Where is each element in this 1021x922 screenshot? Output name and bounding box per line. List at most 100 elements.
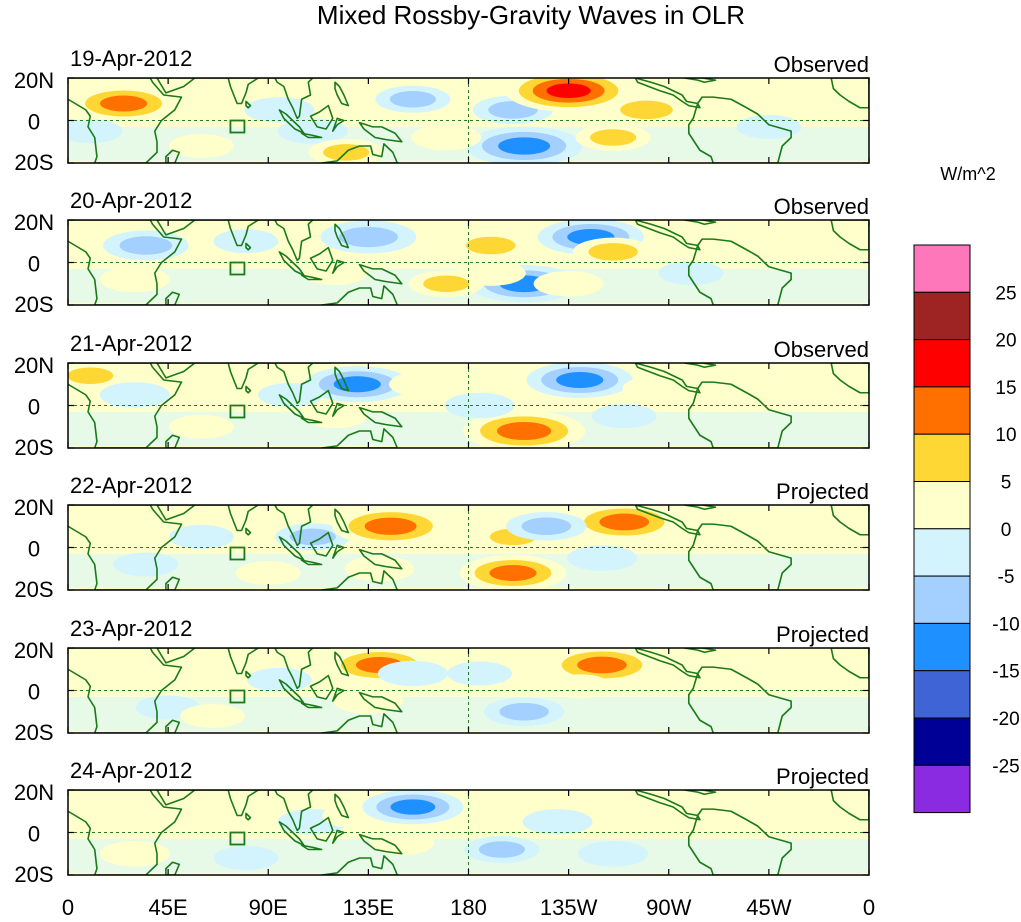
coastline-arabia-india xyxy=(156,363,332,405)
anomaly-blob xyxy=(338,226,398,248)
coastline-sulawesi xyxy=(331,259,345,274)
y-tick-label: 20N xyxy=(14,210,54,235)
olr-field xyxy=(68,790,869,875)
anomaly-blob xyxy=(489,565,537,581)
anomaly-blob xyxy=(521,517,572,536)
colorbar-swatch xyxy=(913,528,971,577)
coastline-java xyxy=(300,559,323,566)
panel-4: 20N 0 20S 22-Apr-2012 Projected xyxy=(14,473,870,602)
colorbar-label: W/m^2 xyxy=(940,164,995,184)
coastline-west-africa xyxy=(830,78,869,109)
coastline-australia xyxy=(320,570,399,590)
anomaly-blob xyxy=(364,517,417,535)
coastline-madagascar xyxy=(165,149,181,163)
colorbar-swatch xyxy=(913,717,971,766)
y-tick-label: 0 xyxy=(28,537,40,562)
panel-date: 23-Apr-2012 xyxy=(70,616,192,641)
coastline-sulawesi xyxy=(331,402,345,417)
y-tick-label: 0 xyxy=(28,680,40,705)
coastline-java xyxy=(300,417,323,424)
coastline-borneo xyxy=(309,816,334,842)
colorbar-swatch xyxy=(913,339,971,388)
colorbar-tick-label: 5 xyxy=(1001,473,1012,494)
coastline-sulawesi xyxy=(331,687,345,702)
anomaly-blob xyxy=(369,831,435,856)
colorbar-swatch xyxy=(913,670,971,719)
olr-field xyxy=(68,363,869,448)
coastline-philippines xyxy=(334,366,350,392)
colorbar-tick-label: -10 xyxy=(992,614,1019,635)
anomaly-blob xyxy=(498,137,551,155)
coastline-west-africa xyxy=(830,505,869,536)
coastline-caribbean xyxy=(683,648,717,654)
anomaly-blob xyxy=(68,119,123,144)
anomaly-blob xyxy=(599,513,650,531)
colorbar-swatch xyxy=(913,481,971,530)
anomaly-blob xyxy=(444,392,515,419)
coastline-madagascar xyxy=(165,291,181,305)
y-tick-label: 20S xyxy=(14,720,53,745)
y-tick-label: 0 xyxy=(28,395,40,420)
anomaly-blob xyxy=(658,261,724,286)
coastline-west-africa xyxy=(830,220,869,251)
anomaly-blob xyxy=(588,243,638,261)
colorbar-swatch xyxy=(913,386,971,435)
anomaly-blob xyxy=(499,702,549,721)
coastline-png xyxy=(358,691,403,713)
anomaly-blob xyxy=(447,661,513,686)
anomaly-blob xyxy=(180,704,246,728)
x-tick-label: 0 xyxy=(863,895,875,920)
x-tick-label: 45W xyxy=(746,895,791,920)
coastline-png xyxy=(358,263,403,285)
olr-field xyxy=(68,648,869,733)
chart-title: Mixed Rossby-Gravity Waves in OLR xyxy=(317,0,745,30)
panel-6: 20N 0 20S 24-Apr-2012 Projected xyxy=(14,758,870,887)
olr-field xyxy=(68,505,869,590)
x-tick-label: 90E xyxy=(249,895,288,920)
coastline-philippines xyxy=(334,793,350,819)
coastline-caribbean xyxy=(683,78,717,84)
anomaly-blob xyxy=(556,372,604,388)
coastline-arabia-india xyxy=(156,790,332,832)
anomaly-blob xyxy=(620,100,673,120)
coastline-africa xyxy=(68,790,183,875)
panel-date: 19-Apr-2012 xyxy=(70,46,192,71)
x-tick-label: 0 xyxy=(62,895,74,920)
coastline-africa xyxy=(68,220,183,305)
anomaly-blob xyxy=(169,134,234,158)
y-tick-label: 20S xyxy=(14,577,53,602)
colorbar-swatch xyxy=(913,291,971,341)
panel-status: Observed xyxy=(774,194,869,219)
colorbar-tick-label: 25 xyxy=(995,283,1016,304)
coastline-java xyxy=(300,132,323,139)
anomaly-blob xyxy=(169,524,234,549)
anomaly-blob xyxy=(411,124,482,151)
anomaly-blob xyxy=(389,90,437,108)
anomaly-blob xyxy=(80,518,145,543)
y-tick-label: 0 xyxy=(28,822,40,847)
coastline-srilanka xyxy=(245,812,252,821)
anomaly-blob xyxy=(547,674,613,699)
anomaly-blob xyxy=(99,841,170,867)
panel-1: 20N 0 20S 19-Apr-2012 Observed xyxy=(14,46,870,175)
coastline-madagascar xyxy=(165,576,181,590)
y-tick-label: 20S xyxy=(14,435,53,460)
anomaly-blob xyxy=(119,236,173,255)
anomaly-blob xyxy=(80,803,145,828)
coastline-south-america xyxy=(687,523,792,590)
coastline-borneo xyxy=(309,389,334,415)
colorbar-tick-label: -20 xyxy=(992,709,1019,730)
coastline-south-america xyxy=(687,96,792,163)
coastline-central-america xyxy=(634,505,701,536)
coastline-central-america xyxy=(634,648,701,679)
anomaly-blob xyxy=(344,556,415,582)
anomaly-blob xyxy=(68,367,114,385)
colorbar-tick-label: -25 xyxy=(992,756,1019,777)
colorbar-swatch xyxy=(913,575,971,624)
coastline-south-america xyxy=(687,666,792,733)
anomaly-blob xyxy=(578,841,649,867)
anomaly-blob xyxy=(91,667,157,692)
coastline-png xyxy=(358,548,403,570)
colorbar-tick-label: -15 xyxy=(992,662,1019,683)
coastline-srilanka xyxy=(245,527,252,536)
